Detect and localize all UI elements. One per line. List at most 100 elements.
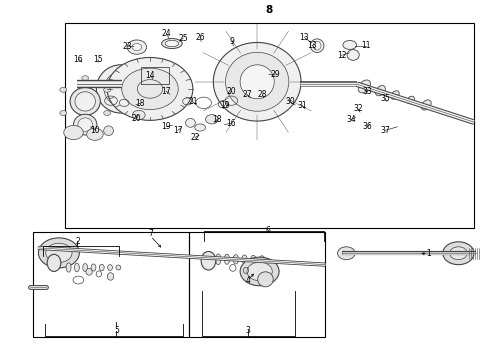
Circle shape (450, 247, 467, 260)
Text: 3: 3 (245, 326, 250, 335)
Ellipse shape (407, 96, 415, 104)
Text: 25: 25 (178, 34, 188, 43)
Text: 14: 14 (146, 71, 155, 80)
Ellipse shape (104, 126, 114, 135)
Ellipse shape (104, 72, 137, 106)
Text: 31: 31 (298, 101, 307, 110)
Text: 11: 11 (361, 41, 370, 50)
Text: 7: 7 (148, 229, 153, 238)
Text: 20: 20 (131, 114, 141, 123)
Ellipse shape (47, 254, 61, 271)
Text: 23: 23 (122, 41, 132, 50)
Ellipse shape (78, 118, 93, 131)
Text: 27: 27 (243, 90, 252, 99)
Ellipse shape (233, 255, 239, 264)
Ellipse shape (258, 272, 273, 287)
Text: 6: 6 (266, 226, 271, 235)
Circle shape (38, 238, 79, 268)
Circle shape (247, 262, 272, 281)
Text: 17: 17 (173, 126, 183, 135)
Ellipse shape (70, 87, 100, 115)
Ellipse shape (242, 255, 247, 264)
Ellipse shape (343, 41, 357, 49)
Text: 17: 17 (161, 86, 171, 95)
Ellipse shape (74, 114, 97, 135)
Text: 5: 5 (114, 326, 119, 335)
Ellipse shape (358, 80, 370, 93)
Circle shape (60, 87, 67, 92)
Ellipse shape (225, 52, 289, 111)
Text: 8: 8 (266, 5, 273, 15)
Text: 32: 32 (353, 104, 363, 113)
Text: 16: 16 (74, 55, 83, 64)
Circle shape (338, 247, 355, 260)
Ellipse shape (421, 100, 431, 110)
Ellipse shape (108, 265, 113, 270)
Text: 19: 19 (220, 101, 229, 110)
Circle shape (60, 111, 67, 116)
Circle shape (46, 243, 72, 262)
Text: 34: 34 (346, 115, 356, 124)
Text: 26: 26 (196, 33, 205, 42)
Text: 18: 18 (212, 115, 221, 124)
Text: 15: 15 (93, 55, 103, 64)
Ellipse shape (201, 251, 216, 270)
Circle shape (205, 114, 218, 124)
Text: 36: 36 (363, 122, 373, 131)
Text: 35: 35 (380, 94, 390, 103)
Ellipse shape (347, 50, 359, 60)
Text: 30: 30 (285, 97, 294, 106)
Text: 21: 21 (188, 97, 197, 106)
Ellipse shape (99, 264, 104, 271)
Circle shape (64, 125, 83, 140)
Ellipse shape (375, 86, 386, 96)
Text: 18: 18 (135, 99, 145, 108)
Ellipse shape (74, 263, 79, 272)
Ellipse shape (97, 65, 145, 113)
Text: 9: 9 (230, 37, 235, 46)
Text: 19: 19 (161, 122, 171, 131)
Bar (141, 67, 169, 84)
Ellipse shape (186, 118, 196, 127)
Text: 22: 22 (191, 133, 200, 142)
Ellipse shape (391, 91, 399, 99)
Ellipse shape (66, 263, 71, 272)
Ellipse shape (310, 39, 324, 53)
Text: 16: 16 (226, 119, 236, 128)
Ellipse shape (240, 65, 274, 99)
Text: 37: 37 (380, 126, 390, 135)
Text: 24: 24 (161, 29, 171, 38)
Circle shape (443, 242, 474, 265)
Text: 20: 20 (226, 86, 236, 95)
Circle shape (132, 44, 142, 51)
Circle shape (104, 87, 111, 92)
Text: 2: 2 (75, 237, 80, 246)
Ellipse shape (250, 255, 256, 263)
Ellipse shape (162, 39, 182, 49)
Ellipse shape (165, 40, 179, 47)
Text: 4: 4 (245, 276, 250, 285)
Circle shape (127, 40, 147, 54)
Ellipse shape (86, 269, 92, 275)
Text: 29: 29 (270, 71, 280, 80)
Ellipse shape (195, 124, 205, 131)
Text: 33: 33 (363, 86, 373, 95)
Ellipse shape (259, 256, 265, 263)
Text: 10: 10 (91, 126, 100, 135)
Ellipse shape (313, 41, 321, 50)
Circle shape (132, 111, 145, 120)
Text: 28: 28 (258, 90, 267, 99)
Circle shape (87, 128, 103, 140)
Circle shape (82, 122, 89, 127)
Ellipse shape (83, 264, 88, 271)
Ellipse shape (213, 42, 301, 121)
Circle shape (107, 58, 193, 120)
Ellipse shape (116, 265, 121, 270)
Text: 1: 1 (426, 249, 431, 258)
Circle shape (104, 111, 111, 116)
Ellipse shape (107, 273, 114, 280)
Ellipse shape (91, 264, 96, 271)
Ellipse shape (224, 254, 230, 264)
Text: 13: 13 (299, 33, 309, 42)
Text: 12: 12 (337, 51, 346, 60)
